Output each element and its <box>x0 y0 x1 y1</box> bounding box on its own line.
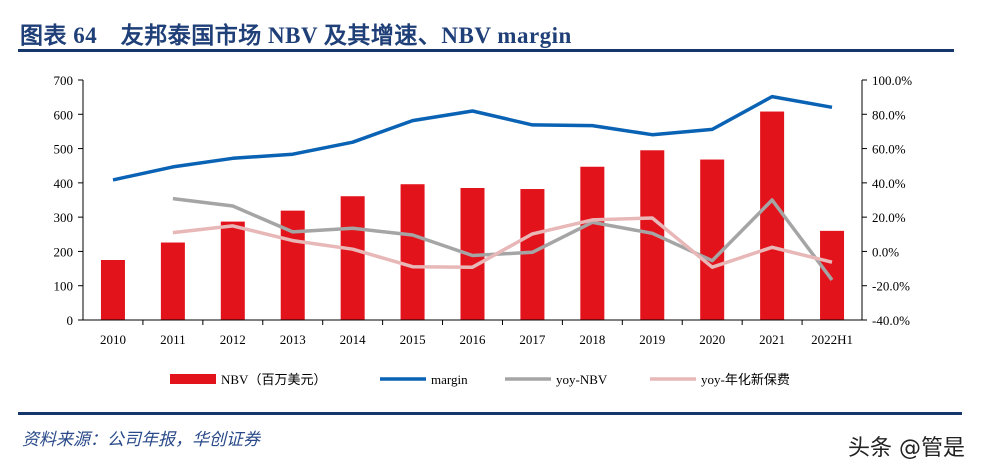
left-tick-label: 500 <box>54 142 74 157</box>
x-tick-label: 2021 <box>759 332 785 347</box>
title-divider <box>18 49 954 52</box>
x-tick-label: 2020 <box>699 332 725 347</box>
footer-divider <box>18 412 962 415</box>
line-yoy <box>172 216 833 269</box>
left-tick-label: 700 <box>54 73 74 88</box>
left-tick-label: 600 <box>54 107 74 122</box>
chart: 0 100 200 300 400 500 600 700 -40.0% -20.0% 0.0% 20… <box>54 73 913 387</box>
left-tick-label: 0 <box>67 313 74 328</box>
bar-2018 <box>580 166 605 320</box>
bar-2021 <box>760 111 785 321</box>
line-yoyNBV <box>172 196 834 281</box>
x-tick-label: 2013 <box>280 332 306 347</box>
bar-2020 <box>700 159 725 320</box>
right-tick-label: 20.0% <box>872 210 906 225</box>
watermark: 头条 @管是 <box>848 436 965 461</box>
line-margin <box>112 94 833 182</box>
right-tick-label: -40.0% <box>872 313 910 328</box>
bar-2017 <box>520 189 545 320</box>
right-tick-label: 80.0% <box>872 107 906 122</box>
x-tick-label: 2016 <box>460 332 487 347</box>
legend-swatch <box>170 374 216 384</box>
x-tick-label: 2022H1 <box>811 332 853 347</box>
left-tick-label: 200 <box>54 244 74 259</box>
right-tick-label: 60.0% <box>872 142 906 157</box>
x-tick-label: 2018 <box>579 332 605 347</box>
right-tick-label: 0.0% <box>872 244 899 259</box>
bar-2012 <box>220 221 245 320</box>
right-tick-label: 100.0% <box>872 73 912 88</box>
legend-label: yoy-年化新保费 <box>701 372 790 387</box>
chart-title: 图表 64 友邦泰国市场 NBV 及其增速、NBV margin <box>20 23 572 48</box>
bar-2010 <box>100 260 125 320</box>
left-tick-label: 300 <box>54 210 74 225</box>
x-tick-label: 2014 <box>340 332 367 347</box>
bar-2011 <box>160 242 185 320</box>
bar-2022H1 <box>820 230 845 320</box>
legend-label: margin <box>431 372 468 387</box>
x-tick-label: 2015 <box>400 332 426 347</box>
left-tick-label: 400 <box>54 176 74 191</box>
left-tick-label: 100 <box>54 279 74 294</box>
source-note: 资料来源：公司年报，华创证券 <box>22 430 260 449</box>
legend-label: yoy-NBV <box>556 372 608 387</box>
legend-label: NBV（百万美元） <box>221 372 326 387</box>
x-tick-label: 2011 <box>160 332 186 347</box>
x-tick-label: 2010 <box>100 332 126 347</box>
right-tick-label: -20.0% <box>872 279 910 294</box>
bar-2014 <box>340 196 365 320</box>
x-tick-label: 2019 <box>639 332 665 347</box>
right-tick-label: 40.0% <box>872 176 906 191</box>
bar-2015 <box>400 184 425 320</box>
x-tick-label: 2012 <box>220 332 246 347</box>
x-tick-label: 2017 <box>519 332 546 347</box>
